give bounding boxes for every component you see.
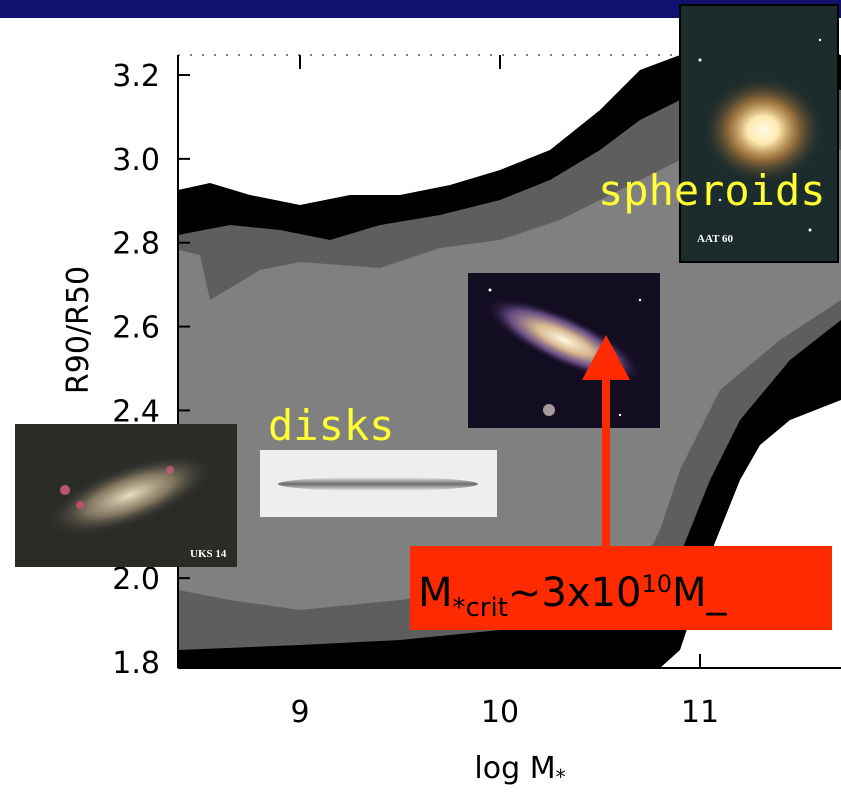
spheroids-label: spheroids: [598, 166, 826, 215]
andromeda-image: [468, 273, 660, 428]
critical-mass-box: [410, 546, 832, 630]
ann-part: ~3x10: [508, 570, 642, 616]
y-tick-label: 2.0: [112, 562, 160, 597]
image-credit: AAT 60: [697, 233, 733, 245]
x-tick-label: 11: [681, 695, 719, 730]
disk-image: [260, 450, 497, 517]
x-tick-label: 10: [481, 695, 519, 730]
y-axis-label: R90/R50: [61, 266, 96, 394]
spheroid-image: AAT 60: [679, 4, 839, 263]
x-axis-label: log M*: [474, 751, 565, 789]
y-tick-label: 2.6: [112, 311, 160, 346]
ann-part: *crit: [453, 593, 508, 623]
y-tick-label: 2.8: [112, 227, 160, 262]
y-tick-label: 3.0: [112, 143, 160, 178]
x-tick-label: 9: [290, 695, 309, 730]
title-bar: [0, 0, 841, 18]
irregular-image: UKS 14: [15, 424, 237, 567]
y-tick-label: 3.2: [112, 59, 160, 94]
ann-part: 10: [641, 570, 672, 598]
disks-label: disks: [268, 401, 394, 450]
y-tick-label: 2.4: [112, 394, 160, 429]
arrow-head: [582, 335, 630, 380]
critical-mass-label: M*crit~3x1010M_: [418, 570, 728, 623]
x-axis-label-text: log M: [474, 751, 555, 786]
y-tick-label: 1.8: [112, 646, 160, 681]
ann-part: M: [418, 570, 453, 616]
x-axis-label-sub: *: [556, 765, 566, 789]
image-credit: UKS 14: [190, 548, 227, 560]
ann-part: M_: [672, 570, 728, 616]
